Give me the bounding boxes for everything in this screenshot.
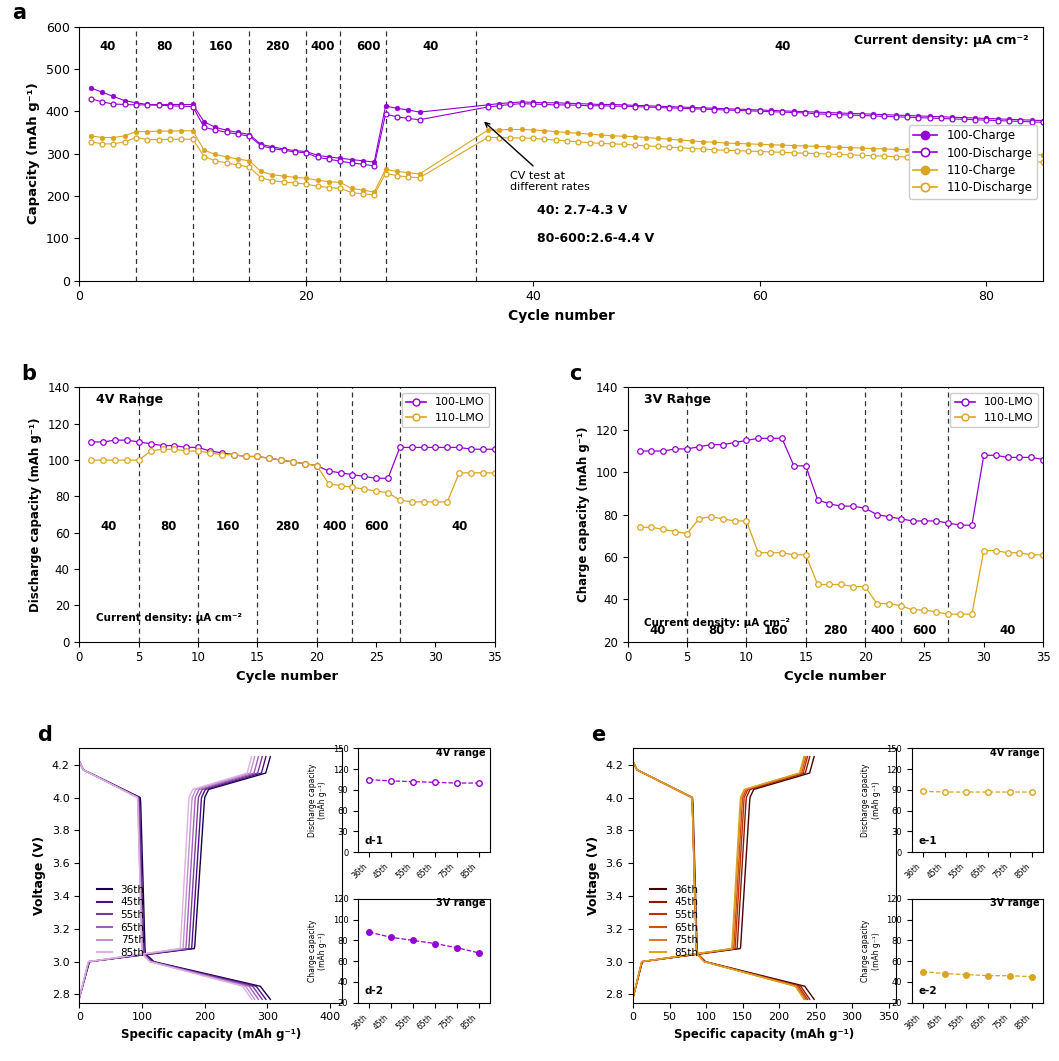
Text: d-1: d-1 (364, 836, 383, 846)
Text: 40: 2.7-4.3 V: 40: 2.7-4.3 V (537, 205, 628, 218)
Text: c: c (570, 364, 582, 384)
Text: 600: 600 (364, 520, 389, 533)
Text: 4V Range: 4V Range (96, 393, 163, 405)
X-axis label: Cycle number: Cycle number (508, 309, 614, 323)
Text: 80: 80 (157, 40, 173, 53)
X-axis label: Specific capacity (mAh g⁻¹): Specific capacity (mAh g⁻¹) (121, 1028, 301, 1041)
Text: b: b (21, 364, 36, 384)
Text: e-2: e-2 (918, 987, 937, 996)
Text: 4V range: 4V range (436, 748, 486, 758)
Y-axis label: Charge capacity (mAh g⁻¹): Charge capacity (mAh g⁻¹) (577, 427, 590, 603)
Text: 160: 160 (216, 520, 240, 533)
Text: d: d (37, 725, 52, 745)
Y-axis label: Voltage (V): Voltage (V) (587, 836, 599, 915)
Text: a: a (12, 3, 26, 23)
Legend: 100-Charge, 100-Discharge, 110-Charge, 110-Discharge: 100-Charge, 100-Discharge, 110-Charge, 1… (909, 125, 1037, 198)
Text: 40: 40 (101, 520, 118, 533)
Y-axis label: Charge capacity
(mAh g⁻¹): Charge capacity (mAh g⁻¹) (308, 920, 327, 981)
Text: 40: 40 (774, 40, 790, 53)
Text: 40: 40 (649, 625, 666, 638)
Text: 160: 160 (764, 625, 788, 638)
Text: Current density: μA cm⁻²: Current density: μA cm⁻² (96, 613, 243, 624)
Y-axis label: Discharge capacity
(mAh g⁻¹): Discharge capacity (mAh g⁻¹) (861, 764, 881, 837)
Y-axis label: Discharge capacity
(mAh g⁻¹): Discharge capacity (mAh g⁻¹) (308, 764, 327, 837)
Text: 400: 400 (311, 40, 336, 53)
Legend: 100-LMO, 110-LMO: 100-LMO, 110-LMO (950, 393, 1038, 428)
X-axis label: Cycle number: Cycle number (785, 669, 886, 683)
Text: 40: 40 (451, 520, 467, 533)
Text: 4V range: 4V range (989, 748, 1039, 758)
Text: 3V range: 3V range (989, 899, 1039, 908)
Text: 160: 160 (209, 40, 233, 53)
Text: 80-600:2.6-4.4 V: 80-600:2.6-4.4 V (537, 232, 654, 245)
Text: Current density: μA cm⁻²: Current density: μA cm⁻² (644, 619, 790, 628)
Legend: 100-LMO, 110-LMO: 100-LMO, 110-LMO (401, 393, 489, 428)
X-axis label: Specific capacity (mAh g⁻¹): Specific capacity (mAh g⁻¹) (675, 1028, 855, 1041)
Legend: 36th, 45th, 55th, 65th, 75th, 85th: 36th, 45th, 55th, 65th, 75th, 85th (92, 881, 149, 962)
Legend: 36th, 45th, 55th, 65th, 75th, 85th: 36th, 45th, 55th, 65th, 75th, 85th (646, 881, 702, 962)
Text: 600: 600 (356, 40, 381, 53)
Text: 40: 40 (423, 40, 439, 53)
Text: CV test at
different rates: CV test at different rates (485, 123, 590, 192)
Text: 280: 280 (275, 520, 300, 533)
Text: 40: 40 (1000, 625, 1016, 638)
Text: 80: 80 (708, 625, 725, 638)
Text: d-2: d-2 (364, 987, 383, 996)
Text: 280: 280 (823, 625, 847, 638)
Text: 280: 280 (266, 40, 290, 53)
Y-axis label: Charge capacity
(mAh g⁻¹): Charge capacity (mAh g⁻¹) (861, 920, 881, 981)
Y-axis label: Voltage (V): Voltage (V) (33, 836, 47, 915)
Text: e: e (591, 725, 606, 745)
Text: 600: 600 (912, 625, 936, 638)
Text: 80: 80 (160, 520, 177, 533)
X-axis label: Cycle number: Cycle number (236, 669, 338, 683)
Text: e-1: e-1 (918, 836, 937, 846)
Text: 400: 400 (322, 520, 347, 533)
Y-axis label: Discharge capacity (mAh g⁻¹): Discharge capacity (mAh g⁻¹) (29, 417, 41, 612)
Text: 3V range: 3V range (436, 899, 486, 908)
Y-axis label: Capacity (mAh g⁻¹): Capacity (mAh g⁻¹) (28, 83, 40, 225)
Text: 400: 400 (870, 625, 895, 638)
Text: 3V Range: 3V Range (644, 393, 712, 405)
Text: Current density: μA cm⁻²: Current density: μA cm⁻² (854, 34, 1028, 47)
Text: 40: 40 (100, 40, 115, 53)
